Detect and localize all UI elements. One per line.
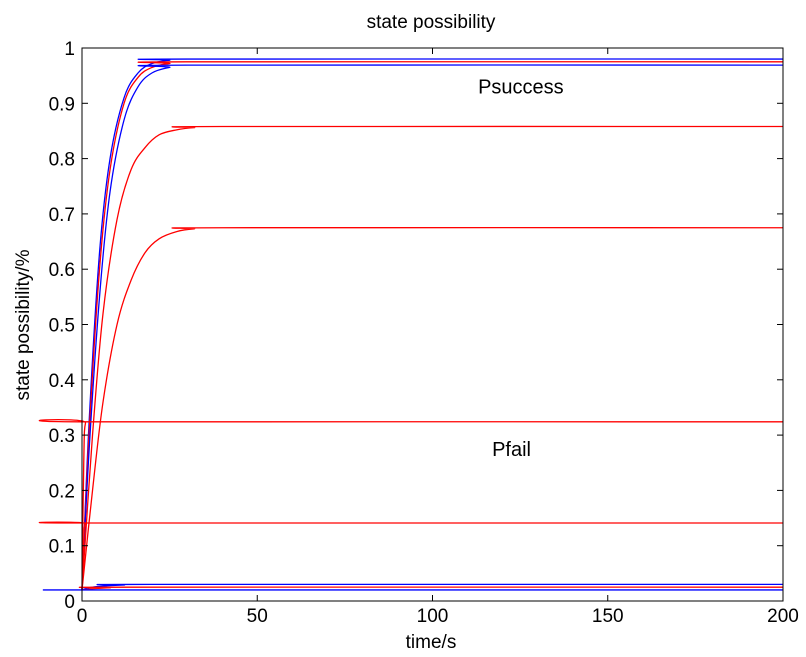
series-layer	[38, 58, 784, 591]
y-tick-label: 0.2	[49, 481, 75, 502]
x-tick-label: 200	[767, 606, 799, 627]
annotations: Psuccess Pfail	[478, 77, 564, 461]
y-axis-title: state possibility/%	[13, 249, 34, 400]
x-tick-label: 100	[417, 606, 449, 627]
y-tick-label: 0.8	[49, 150, 75, 171]
series-line-6	[38, 418, 784, 590]
y-tick-label: 1	[64, 39, 75, 60]
x-tick-label: 150	[592, 606, 624, 627]
series-line-4	[81, 125, 784, 590]
y-tick-label: 0.4	[49, 371, 76, 392]
y-axis: 0 0.1 0.2 0.3 0.4 0.5 0.6 0.7 0.8 0.9 1	[49, 39, 783, 613]
annotation-pfail: Pfail	[492, 439, 531, 461]
y-tick-label: 0.6	[49, 260, 75, 281]
series-line-1	[81, 58, 784, 590]
chart-title: state possibility	[367, 12, 496, 33]
y-tick-label: 0.5	[49, 316, 75, 337]
y-tick-label: 0.7	[49, 205, 75, 226]
x-axis: 0 50 100 150 200	[77, 48, 799, 627]
series-line-3	[81, 64, 784, 590]
y-tick-label: 0	[64, 592, 75, 613]
series-line-5	[81, 226, 784, 591]
y-tick-label: 0.3	[49, 426, 75, 447]
x-axis-title: time/s	[406, 632, 457, 653]
x-tick-label: 50	[247, 606, 268, 627]
y-tick-label: 0.1	[49, 537, 75, 558]
annotation-psuccess: Psuccess	[478, 77, 564, 99]
y-tick-label: 0.9	[49, 94, 75, 115]
plot-background	[82, 48, 783, 601]
series-line-9	[78, 586, 784, 591]
plot-area	[82, 48, 783, 601]
x-tick-label: 0	[77, 606, 88, 627]
series-line-7	[38, 521, 784, 590]
series-line-2	[81, 61, 784, 590]
